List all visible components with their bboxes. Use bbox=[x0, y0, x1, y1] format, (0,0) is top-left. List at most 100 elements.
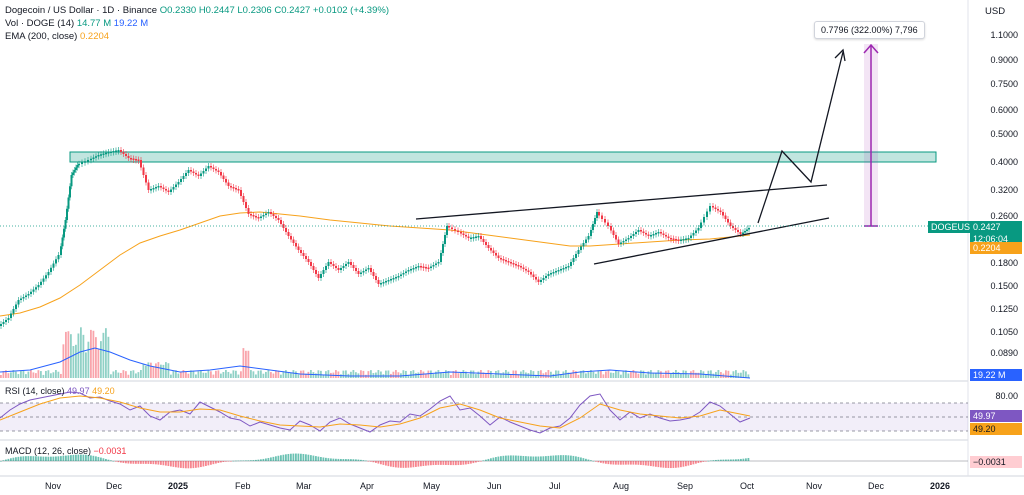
candle bbox=[692, 233, 695, 236]
volume-bar bbox=[387, 370, 390, 378]
currency-label[interactable]: USD bbox=[985, 6, 1006, 17]
volume-bar bbox=[472, 370, 475, 378]
symbol-title[interactable]: Dogecoin / US Dollar · 1D · Binance bbox=[5, 5, 158, 16]
candle bbox=[525, 269, 527, 271]
macd-bar bbox=[450, 461, 452, 466]
candle bbox=[627, 238, 630, 240]
candle bbox=[604, 219, 606, 223]
macd-bar bbox=[22, 456, 25, 461]
macd-bar bbox=[105, 458, 107, 461]
volume-bar bbox=[745, 371, 747, 378]
macd-bar bbox=[582, 458, 585, 461]
candle bbox=[477, 236, 480, 238]
candle bbox=[485, 242, 487, 245]
macd-bar bbox=[555, 455, 557, 461]
resistance-zone bbox=[69, 151, 937, 163]
volume-bar bbox=[655, 372, 657, 378]
volume-bar bbox=[22, 370, 25, 378]
rsi-label[interactable]: RSI (14, close) bbox=[5, 386, 65, 396]
macd-bar bbox=[660, 461, 662, 468]
ema-indicator-label[interactable]: EMA (200, close) bbox=[5, 31, 78, 42]
candle bbox=[277, 218, 280, 220]
macd-bar bbox=[475, 461, 477, 463]
macd-bar bbox=[72, 454, 75, 461]
candle bbox=[537, 279, 540, 282]
volume-bar bbox=[270, 372, 272, 378]
candle bbox=[15, 304, 17, 309]
macd-bar bbox=[557, 455, 560, 461]
candle bbox=[557, 270, 560, 272]
macd-bar bbox=[197, 461, 200, 468]
candle bbox=[260, 216, 262, 218]
candle bbox=[682, 239, 685, 241]
volume-badge: 19.22 M bbox=[970, 369, 1022, 381]
candle bbox=[617, 239, 620, 244]
candle bbox=[37, 285, 40, 288]
macd-bar bbox=[675, 461, 677, 468]
candle bbox=[562, 268, 565, 270]
candle bbox=[250, 214, 252, 216]
macd-bar bbox=[282, 454, 285, 461]
macd-bar bbox=[165, 461, 167, 466]
macd-bar bbox=[520, 455, 522, 461]
volume-bar bbox=[437, 370, 440, 378]
volume-bar bbox=[410, 371, 412, 378]
rsi-legend[interactable]: RSI (14, close) 49.97 49.20 bbox=[5, 386, 115, 396]
macd-bar bbox=[190, 461, 192, 469]
candle bbox=[610, 226, 612, 231]
macd-bar bbox=[275, 456, 277, 461]
macd-bar bbox=[347, 459, 350, 461]
price-tick: 0.9000 bbox=[990, 55, 1018, 65]
candle bbox=[17, 300, 20, 305]
macd-bar bbox=[387, 461, 390, 467]
volume-bar bbox=[657, 370, 660, 378]
candle bbox=[415, 267, 417, 269]
candle bbox=[444, 235, 446, 244]
candle bbox=[687, 238, 690, 240]
candle bbox=[185, 173, 187, 176]
volume-bar bbox=[127, 374, 130, 378]
candle bbox=[132, 158, 135, 160]
volume-bar bbox=[402, 370, 405, 378]
upper-trendline bbox=[415, 184, 828, 220]
candle bbox=[446, 226, 448, 235]
time-tick: Oct bbox=[740, 481, 755, 491]
volume-bar bbox=[652, 372, 655, 378]
macd-bar bbox=[345, 459, 347, 461]
macd-bar bbox=[15, 457, 17, 461]
volume-bar bbox=[112, 371, 115, 378]
volume-bar bbox=[425, 374, 427, 378]
macd-bar bbox=[392, 461, 395, 468]
macd-bar bbox=[552, 455, 555, 461]
volume-bar bbox=[212, 374, 215, 378]
candle bbox=[7, 318, 10, 320]
volume-bar bbox=[227, 371, 230, 378]
macd-bar bbox=[55, 456, 57, 461]
candle bbox=[560, 269, 562, 271]
macd-bar bbox=[80, 454, 82, 461]
macd-legend[interactable]: MACD (12, 26, close) −0.0031 bbox=[5, 446, 126, 456]
candle bbox=[120, 150, 122, 152]
candle bbox=[212, 167, 215, 169]
macd-label[interactable]: MACD (12, 26, close) bbox=[5, 446, 92, 456]
macd-bar bbox=[692, 461, 695, 465]
volume-bar bbox=[647, 371, 650, 378]
volume-indicator-label[interactable]: Vol · DOGE (14) bbox=[5, 18, 75, 29]
macd-bar bbox=[287, 453, 290, 461]
macd-bar bbox=[62, 455, 65, 461]
volume-bar bbox=[630, 372, 632, 378]
volume-bar bbox=[290, 372, 292, 378]
candle bbox=[295, 243, 297, 247]
projection-callout[interactable]: 0.7796 (322.00%) 7,796 bbox=[814, 21, 925, 39]
macd-bar bbox=[40, 456, 42, 461]
macd-value: −0.0031 bbox=[93, 446, 127, 456]
volume-bar bbox=[122, 370, 125, 378]
volume-bar bbox=[180, 372, 182, 378]
candle bbox=[712, 206, 714, 208]
macd-bar bbox=[260, 459, 262, 461]
candle bbox=[370, 268, 372, 272]
macd-bar bbox=[537, 456, 540, 461]
candle bbox=[382, 282, 385, 284]
candle bbox=[50, 267, 52, 272]
